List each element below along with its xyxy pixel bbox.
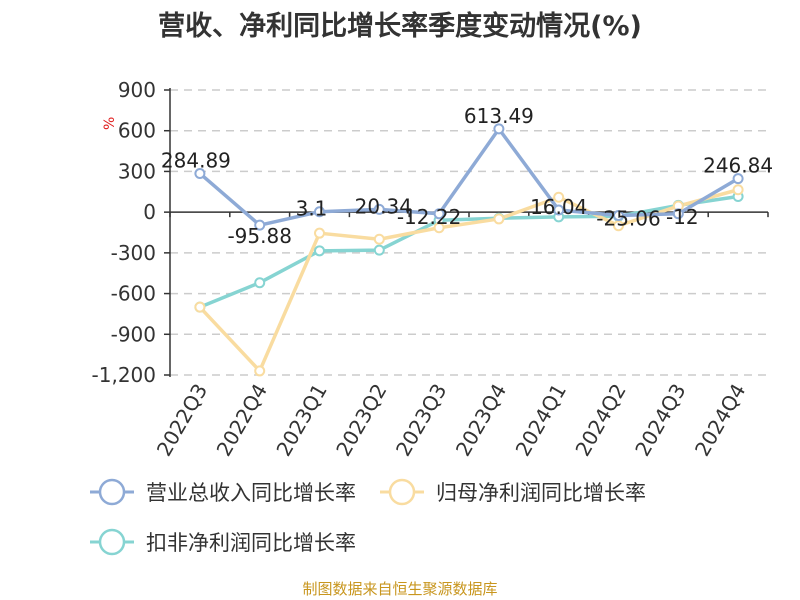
legend-label: 营业总收入同比增长率 — [146, 481, 356, 505]
y-tick-labels: 900 600 300 0 -300 -600 -900 -1,200 — [92, 78, 156, 387]
legend-item[interactable]: 扣非净利润同比增长率 — [88, 524, 356, 560]
data-point — [314, 227, 325, 239]
data-point — [433, 222, 445, 234]
data-point — [254, 277, 266, 289]
data-point — [194, 301, 206, 313]
data-label: 613.49 — [464, 104, 534, 128]
data-point — [314, 245, 325, 257]
data-point — [672, 208, 684, 220]
source-note: 制图数据来自恒生聚源数据库 — [302, 580, 498, 598]
data-label: -12 — [666, 205, 699, 229]
data-label: 284.89 — [161, 148, 231, 172]
data-point — [732, 184, 744, 196]
data-point — [314, 206, 325, 218]
series-points — [194, 123, 744, 377]
x-tick-label: 2023Q3 — [391, 379, 451, 460]
x-tick-label: 2022Q3 — [152, 380, 212, 461]
data-label: 3.1 — [296, 197, 328, 221]
data-point — [254, 365, 266, 377]
x-tick-label: 2024Q4 — [690, 380, 750, 461]
grid-lines — [170, 89, 768, 376]
x-tick-label: 2022Q4 — [212, 380, 272, 461]
y-tick-label: 900 — [118, 78, 156, 102]
x-tick-label: 2024Q3 — [630, 380, 690, 461]
legend-item[interactable]: 营业总收入同比增长率 — [88, 474, 356, 510]
legend-label: 扣非净利润同比增长率 — [146, 531, 356, 555]
data-labels: 284.89 -95.883.1 20.34-12.22 613.49 16.04 -25… — [161, 104, 773, 248]
y-tick-label: -300 — [111, 241, 156, 265]
data-point — [553, 204, 565, 216]
y-tick-label: 0 — [143, 200, 156, 224]
legend: 营业总收入同比增长率 归母净利润同比增长率扣非净利润同比增长率 — [88, 474, 768, 574]
y-tick-label: -600 — [111, 282, 156, 306]
data-point — [254, 219, 266, 231]
axes — [164, 88, 769, 377]
x-tick-label: 2024Q1 — [511, 380, 571, 461]
x-tick-labels: 2022Q3 2022Q4 2023Q1 2023Q2 2023Q3 2023Q4 2024… — [152, 379, 751, 460]
x-tick-label: 2023Q1 — [271, 380, 331, 461]
data-point — [493, 213, 505, 225]
data-point — [373, 203, 385, 215]
series-line — [198, 127, 739, 227]
legend-marker-icon — [380, 478, 424, 506]
series-lines — [198, 127, 739, 373]
legend-label: 归母净利润同比增长率 — [436, 481, 646, 505]
legend-marker-icon — [90, 478, 134, 506]
data-point — [553, 191, 565, 203]
data-point — [732, 173, 744, 185]
series-line — [199, 194, 739, 309]
data-point — [194, 167, 206, 179]
x-tick-label: 2023Q4 — [451, 380, 511, 461]
y-tick-label: -900 — [111, 322, 156, 346]
data-point — [493, 123, 505, 135]
legend-marker-icon — [90, 528, 134, 556]
x-tick-label: 2024Q2 — [570, 380, 630, 461]
data-point — [433, 208, 445, 220]
x-tick-label: 2023Q2 — [331, 380, 391, 461]
data-label: 20.34 — [355, 194, 412, 218]
data-label: -95.88 — [227, 224, 291, 248]
y-tick-label: -1,200 — [92, 363, 156, 387]
data-label: 16.04 — [530, 195, 587, 219]
y-unit-label: % — [102, 117, 118, 130]
y-tick-label: 300 — [118, 159, 156, 183]
y-tick-label: 600 — [118, 119, 156, 143]
chart-title: 营收、净利同比增长率季度变动情况(%) — [158, 11, 642, 42]
data-label: 246.84 — [703, 154, 773, 178]
data-point — [613, 210, 624, 222]
legend-item[interactable]: 归母净利润同比增长率 — [378, 474, 646, 510]
data-point — [373, 233, 385, 245]
data-label: -25.06 — [596, 207, 660, 231]
data-point — [613, 220, 624, 232]
data-point — [373, 244, 385, 256]
data-label: -12.22 — [397, 205, 461, 229]
